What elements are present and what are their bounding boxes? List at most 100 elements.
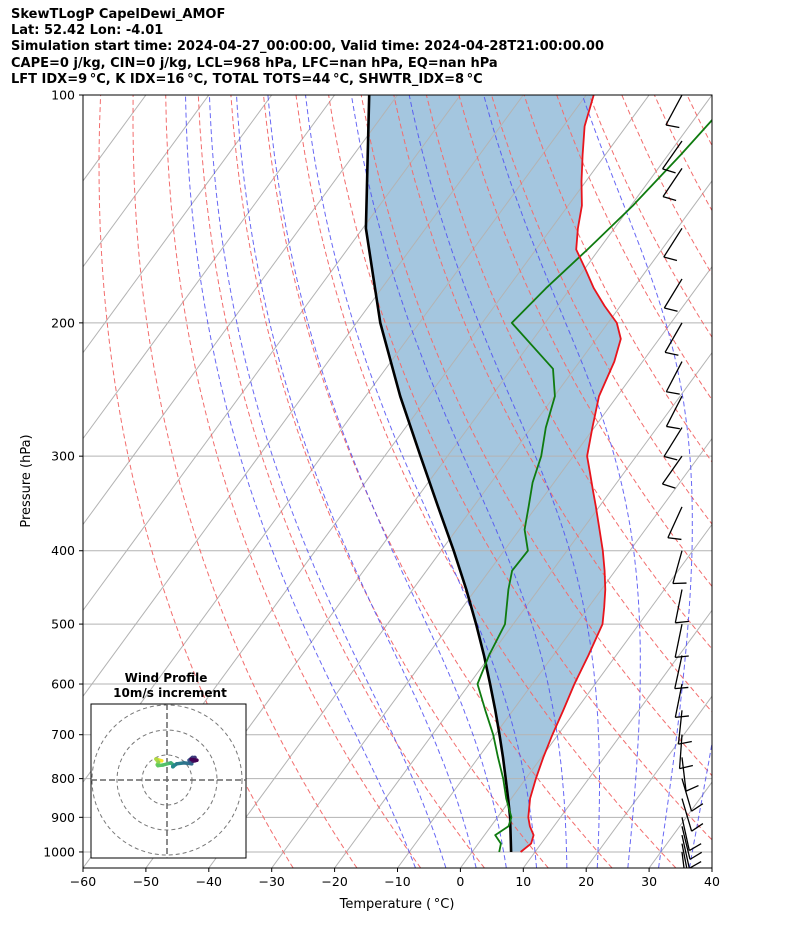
dry-adiabat: [621, 95, 712, 276]
y-tick-label: 900: [51, 810, 75, 825]
dry-adiabat: [425, 95, 712, 650]
wind-barb: [674, 589, 689, 624]
wind-barb: [665, 395, 683, 430]
wind-barb: [681, 778, 704, 812]
cin-shaded-area: [365, 95, 621, 852]
dewpoint-line: [476, 118, 712, 853]
y-tick-label: 500: [51, 617, 75, 632]
chart-title-line3: Simulation start time: 2024-04-27_00:00:…: [11, 39, 604, 54]
y-tick-label: 400: [51, 543, 75, 558]
wind-barb: [681, 826, 703, 860]
hodograph-segment: [189, 757, 199, 762]
moist-adiabat: [483, 95, 641, 868]
wind-barb: [661, 455, 683, 489]
dry-adiabat: [132, 95, 358, 868]
moist-adiabat: [408, 95, 600, 868]
isotherm--80: [83, 95, 524, 698]
x-tick-label: −60: [70, 874, 96, 889]
x-tick-label: 40: [704, 874, 720, 889]
wind-barb: [663, 227, 683, 262]
wind-barb: [674, 683, 689, 719]
dry-adiabat: [653, 95, 712, 212]
wind-barb: [677, 710, 692, 745]
y-tick-label: 600: [51, 677, 75, 692]
isotherm--10: [397, 437, 712, 868]
moist-adiabat: [350, 95, 568, 868]
dry-adiabat: [98, 95, 294, 868]
isotherm--110: [83, 95, 336, 440]
isotherm-0: [459, 523, 712, 868]
dry-adiabat: [230, 95, 549, 868]
y-tick-label: 800: [51, 771, 75, 786]
y-tick-label: 300: [51, 449, 75, 464]
wind-barb: [681, 851, 685, 868]
x-tick-label: −50: [133, 874, 159, 889]
wind-barb: [681, 798, 704, 832]
isotherm-20: [585, 695, 712, 868]
hodograph-subtitle: 10m/s increment: [113, 686, 227, 700]
x-tick-label: 0: [456, 874, 464, 889]
y-tick-label: 1000: [43, 844, 75, 859]
wind-barb: [663, 427, 683, 461]
moist-adiabat: [305, 95, 538, 868]
wind-barb: [664, 322, 683, 356]
isotherm-10: [522, 609, 712, 868]
isotherm--150: [83, 95, 84, 96]
moist-adiabat: [688, 95, 712, 868]
wind-barb: [667, 506, 683, 541]
wind-barb: [665, 95, 683, 129]
dry-adiabat: [686, 95, 712, 147]
dry-adiabat: [458, 95, 712, 588]
x-tick-label: 20: [578, 874, 594, 889]
dry-adiabat: [360, 95, 712, 777]
wind-barb: [681, 843, 688, 868]
dry-adiabat: [295, 95, 677, 868]
wind-barb: [662, 140, 683, 174]
isotherm--40: [208, 180, 712, 868]
dry-adiabat: [263, 95, 613, 868]
isotherm--20: [334, 351, 712, 868]
moist-adiabat: [720, 95, 794, 868]
wind-barb: [663, 278, 683, 312]
x-tick-label: −20: [321, 874, 347, 889]
wind-barb: [681, 834, 702, 868]
wind-barb: [672, 550, 687, 585]
isotherm-40: [711, 867, 712, 868]
x-axis-label: Temperature ( °C): [339, 897, 455, 912]
x-tick-label: 10: [515, 874, 531, 889]
hodograph-title: Wind Profile: [125, 671, 208, 685]
dry-adiabat: [197, 95, 485, 868]
wind-barb: [665, 361, 683, 395]
temperature-line: [520, 95, 622, 853]
isotherm--100: [83, 95, 398, 526]
isotherm--160: [0, 95, 20, 868]
dry-adiabat: [393, 95, 712, 713]
dry-adiabat: [720, 95, 794, 868]
isotherm--130: [83, 95, 210, 268]
wind-barb: [674, 655, 689, 690]
wind-barb: [674, 623, 689, 659]
wind-barb: [678, 734, 693, 770]
parcel-profile-line: [364, 95, 513, 853]
chart-title-line1: SkewTLogP CapelDewi_AMOF: [11, 7, 226, 22]
y-tick-label: 700: [51, 727, 75, 742]
dry-adiabat: [165, 95, 422, 868]
x-tick-label: −40: [196, 874, 222, 889]
moist-adiabat: [752, 95, 794, 868]
isotherm--120: [83, 95, 273, 354]
dry-adiabat: [785, 95, 794, 868]
chart-title-line4: CAPE=0 j/kg, CIN=0 j/kg, LCL=968 hPa, LF…: [11, 56, 498, 71]
chart-title-line5: LFT IDX=9 °C, K IDX=16 °C, TOTAL TOTS=44…: [11, 72, 483, 87]
moist-adiabat: [208, 95, 447, 868]
y-tick-label: 100: [51, 88, 75, 103]
moist-adiabat: [236, 95, 477, 868]
wind-barb: [662, 167, 683, 202]
chart-title-line2: Lat: 52.42 Lon: -4.01: [11, 23, 164, 38]
wind-barb: [681, 757, 699, 792]
x-tick-label: −10: [384, 874, 410, 889]
wind-barb: [681, 817, 702, 852]
y-tick-label: 200: [51, 315, 75, 330]
isotherm--30: [271, 265, 712, 868]
hodograph-inset: Wind Profile 10m/s increment: [90, 671, 247, 859]
